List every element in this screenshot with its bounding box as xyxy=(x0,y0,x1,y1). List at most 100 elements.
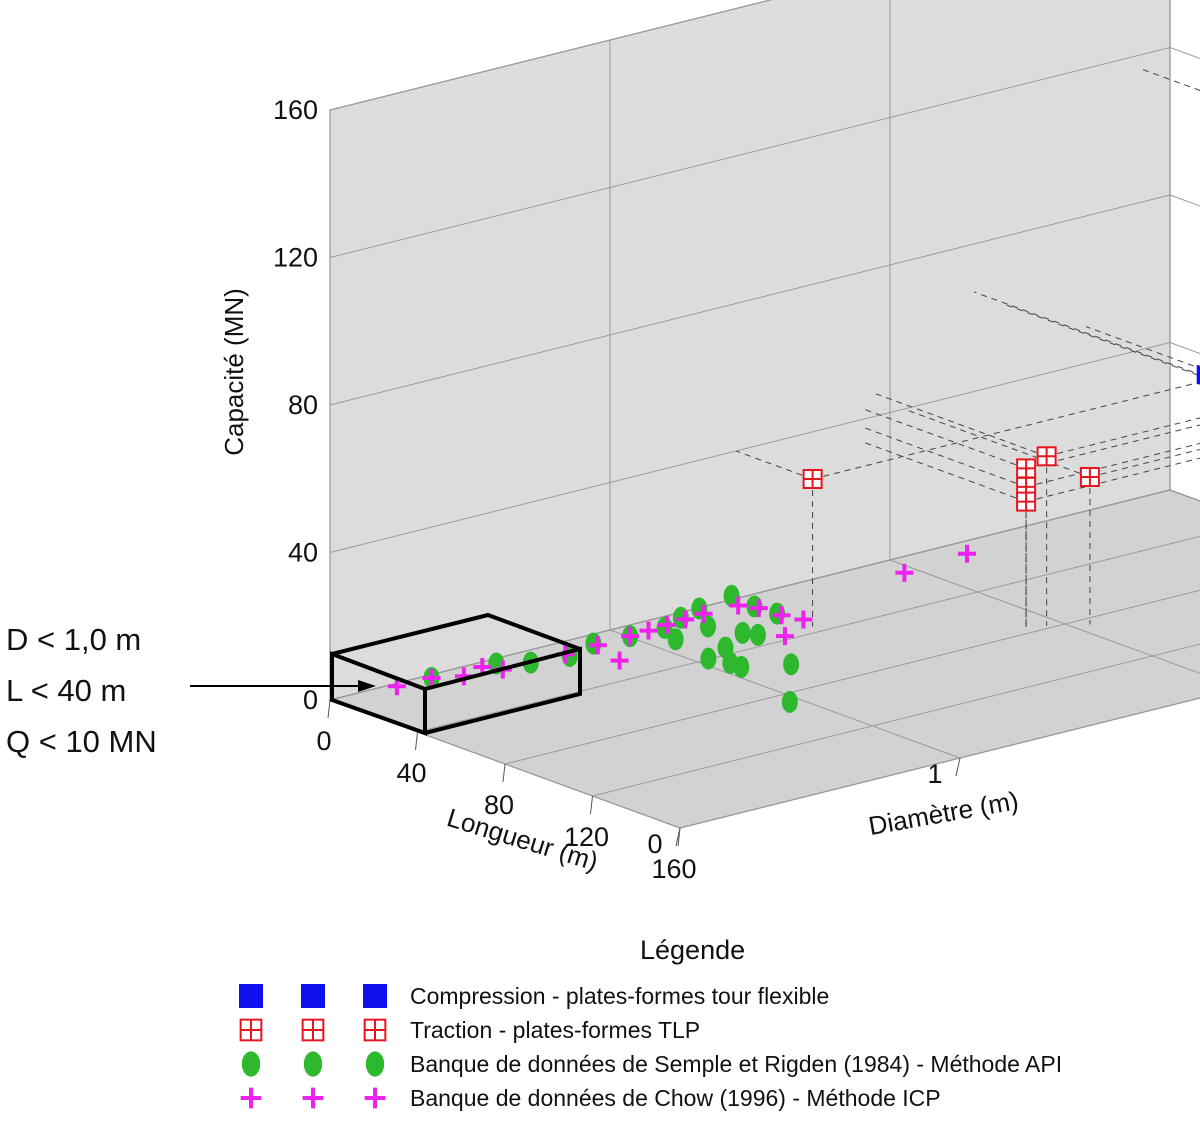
legend-title: Légende xyxy=(640,935,746,965)
legend-marker-icon xyxy=(282,981,344,1011)
y-tick-label: 0 xyxy=(647,829,662,859)
data-point-series-1-5 xyxy=(1079,467,1100,487)
data-point-series-3-18 xyxy=(895,563,914,582)
data-point-series-3-17 xyxy=(610,651,629,670)
data-point-series-1-4 xyxy=(1036,446,1057,467)
data-point-series-3-12 xyxy=(729,596,748,615)
gridline-left-z xyxy=(329,342,1171,553)
gridline-left-z xyxy=(329,0,773,111)
z-tick-label: 160 xyxy=(273,95,318,125)
x-tick-label: 120 xyxy=(564,822,609,852)
annotation-capacity: Q < 10 MN xyxy=(6,724,157,759)
data-point-series-3-19 xyxy=(958,544,976,563)
z-tick-label: 120 xyxy=(273,243,318,273)
legend-marker-icon xyxy=(282,1015,344,1045)
data-point-series-3-8 xyxy=(639,621,658,640)
z-tick-label: 80 xyxy=(288,390,318,420)
data-point-series-2-20 xyxy=(783,653,800,676)
chart-droplines xyxy=(735,68,1200,627)
gridline-floor-l xyxy=(329,489,1171,701)
data-point-series-3-1 xyxy=(422,669,441,687)
legend-marker-icon xyxy=(344,981,406,1011)
gridline-left-z xyxy=(329,47,1171,258)
highlight-box xyxy=(330,612,582,736)
x-tick-label: 160 xyxy=(651,854,696,884)
x-tick-mark xyxy=(327,699,331,719)
dropline-to-back-wall xyxy=(1025,442,1200,488)
data-point-series-2-10 xyxy=(723,584,740,607)
dropline-to-left-wall xyxy=(875,393,1047,457)
dropline-to-back-wall xyxy=(812,381,1200,480)
chart-ticks: 04080120160040801201600123 xyxy=(273,95,961,884)
dropline-to-left-wall xyxy=(973,291,1200,376)
legend-marker-icon xyxy=(220,981,282,1011)
legend-label: Traction - plates-formes TLP xyxy=(410,1016,701,1043)
gridline-left-z xyxy=(329,194,1171,406)
legend-item: Banque de données de Chow (1996) - Métho… xyxy=(220,1081,941,1115)
data-point-series-2-17 xyxy=(700,647,717,670)
data-point-series-3-10 xyxy=(676,610,695,629)
legend-item: Banque de données de Semple et Rigden (1… xyxy=(220,1047,1062,1081)
dropline-to-left-wall xyxy=(861,441,1027,503)
data-point-series-3-15 xyxy=(776,627,794,646)
x-tick-label: 0 xyxy=(316,726,331,756)
annotation-arrow xyxy=(190,680,376,692)
data-point-series-2-16 xyxy=(749,623,766,646)
x-tick-label: 80 xyxy=(484,790,514,820)
legend-label: Banque de données de Chow (1996) - Métho… xyxy=(410,1084,941,1111)
annotation-diameter: D < 1,0 m xyxy=(6,622,141,657)
legend-marker-icon xyxy=(220,1083,282,1113)
data-point-series-3-14 xyxy=(772,606,791,625)
dropline-to-left-wall xyxy=(1001,302,1200,377)
data-point-series-3-7 xyxy=(621,627,640,646)
x-tick-mark xyxy=(415,731,418,751)
dropline-to-back-wall xyxy=(1025,424,1200,469)
z-tick-label: 0 xyxy=(303,685,318,715)
chart-marks xyxy=(387,364,1200,713)
legend-item: Traction - plates-formes TLP xyxy=(220,1013,700,1047)
chart-3d-scatter: 04080120160040801201600123 Capacité (MN)… xyxy=(6,0,1200,884)
legend-marker-icon xyxy=(344,1015,406,1045)
data-point-series-2-21 xyxy=(781,690,798,713)
annotation-length: L < 40 m xyxy=(6,673,126,708)
legend-label: Banque de données de Semple et Rigden (1… xyxy=(410,1050,1063,1077)
z-tick-label: 40 xyxy=(288,538,318,568)
dropline-to-back-wall xyxy=(1089,448,1200,478)
x-tick-label: 40 xyxy=(396,758,426,788)
dropline-to-left-wall xyxy=(1085,326,1200,369)
legend-marker-icon xyxy=(344,1049,406,1079)
dropline-to-left-wall xyxy=(861,426,1027,488)
data-point-series-2-9 xyxy=(667,628,684,651)
legend-marker-icon xyxy=(220,1049,282,1079)
y-tick-mark xyxy=(675,827,681,847)
y-axis-title: Diamètre (m) xyxy=(866,785,1021,841)
legend-marker-icon xyxy=(220,1015,282,1045)
dropline-to-back-wall xyxy=(1025,457,1200,503)
legend-marker-icon xyxy=(282,1049,344,1079)
data-point-series-2-13 xyxy=(734,621,751,644)
x-tick-mark xyxy=(502,763,506,783)
data-point-series-3-16 xyxy=(794,610,813,629)
y-tick-label: 1 xyxy=(927,759,942,789)
z-axis-title: Capacité (MN) xyxy=(219,288,249,456)
data-point-series-3-13 xyxy=(749,599,768,618)
data-point-series-1-1 xyxy=(1016,458,1037,479)
chart-walls xyxy=(327,0,1200,829)
legend-marker-icon xyxy=(344,1083,406,1113)
legend: Légende Compression - plates-formes tour… xyxy=(220,935,1200,1135)
gridline-floor-l xyxy=(504,589,1200,765)
data-point-series-3-11 xyxy=(694,604,713,623)
gridline-floor-l xyxy=(679,697,1200,829)
dropline-to-left-wall xyxy=(861,407,1027,469)
data-point-series-0-1 xyxy=(1196,364,1200,385)
gridline-floor-l xyxy=(592,643,1200,797)
data-point-series-1-0 xyxy=(802,469,823,489)
data-point-series-3-9 xyxy=(657,616,676,634)
legend-marker-icon xyxy=(282,1083,344,1113)
data-point-series-1-3 xyxy=(1016,491,1037,512)
y-tick-mark xyxy=(955,757,961,777)
data-point-series-2-19 xyxy=(733,655,750,678)
legend-label: Compression - plates-formes tour flexibl… xyxy=(410,982,830,1009)
data-point-series-3-6 xyxy=(588,636,607,655)
dropline-to-left-wall xyxy=(735,450,813,480)
